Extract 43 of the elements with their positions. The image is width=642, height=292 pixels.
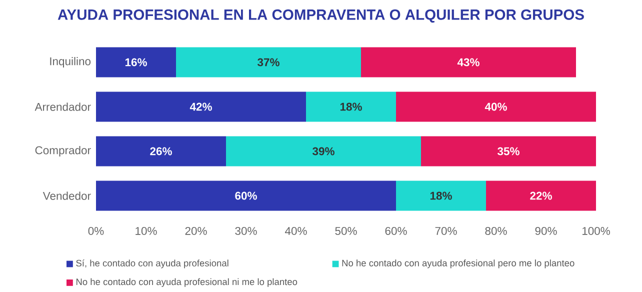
legend-label: No he contado con ayuda profesional pero me lo planteo [342,260,574,268]
data-label: 18% [340,102,362,111]
x-tick-label: 60% [385,226,407,235]
x-tick-label: 30% [235,226,257,235]
bar [361,47,576,78]
data-label: 40% [484,102,507,111]
bar [486,180,596,211]
bar [176,47,361,78]
data-label: 22% [530,192,552,200]
bar [96,180,396,211]
bar [421,136,596,166]
data-label: 35% [498,147,520,156]
y-tick-label: Vendedor [42,192,91,200]
x-tick-label: 10% [136,226,157,235]
x-tick-label: 90% [535,226,557,235]
x-tick-label: 80% [485,226,507,235]
data-label: 60% [235,192,257,200]
x-tick-label: 50% [335,226,357,235]
data-label: 16% [125,58,147,66]
bar [96,92,306,122]
bar [396,180,486,211]
bar [306,92,396,122]
data-label: 26% [150,147,172,156]
x-tick-label: 70% [435,226,457,235]
data-label: 18% [430,192,452,200]
y-tick-label: Comprador [35,146,91,156]
data-label: 43% [457,58,480,66]
data-label: 37% [258,58,280,66]
legend-label: No he contado con ayuda profesional ni me lo planteo [76,278,298,287]
x-tick-label: 0% [88,226,104,235]
chart-title: AYUDA PROFESIONAL EN LA COMPRAVENTA O ALQUILER POR GRUPOS [58,9,584,23]
bar [226,136,421,166]
x-tick-label: 20% [185,226,207,235]
data-label: 42% [190,102,212,111]
x-tick-label: 100% [582,226,610,235]
y-tick-label: Inquilino [50,57,91,68]
x-tick-label: 40% [285,226,307,235]
bar [96,136,226,166]
data-label: 39% [312,147,334,156]
bar [396,92,596,122]
legend-label: Sí, he contado con ayuda profesional [76,260,228,268]
bar [96,47,176,78]
y-tick-label: Arrendador [34,102,91,111]
